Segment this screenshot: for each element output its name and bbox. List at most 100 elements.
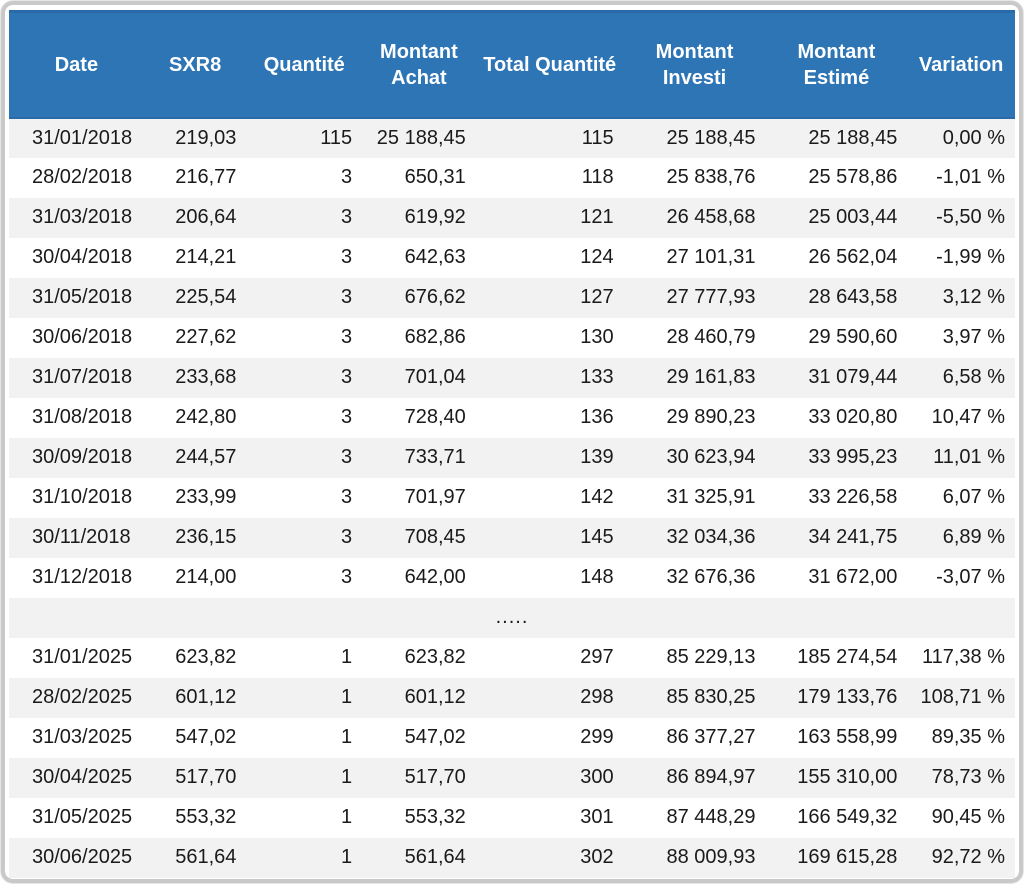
cell-total-quantit-: 115: [476, 118, 624, 158]
cell-montant-investi: 30 623,94: [624, 438, 766, 478]
cell-montant-achat: 728,40: [362, 398, 476, 438]
cell-sxr8: 601,12: [144, 678, 247, 718]
cell-quantit-: 3: [246, 278, 362, 318]
cell-date: 31/05/2018: [9, 278, 144, 318]
cell-montant-investi: 31 325,91: [624, 478, 766, 518]
cell-montant-achat: 547,02: [362, 718, 476, 758]
cell-montant-investi: 26 458,68: [624, 198, 766, 238]
cell-montant-achat: 701,04: [362, 358, 476, 398]
cell-variation: -5,50 %: [907, 198, 1015, 238]
cell-date: 31/08/2018: [9, 398, 144, 438]
cell-date: 31/01/2018: [9, 118, 144, 158]
table-row: 31/05/2025553,321553,3230187 448,29166 5…: [9, 798, 1015, 838]
cell-montant-achat: 642,00: [362, 558, 476, 598]
table-header-row: DateSXR8QuantitéMontant AchatTotal Quant…: [9, 12, 1015, 118]
cell-variation: 117,38 %: [907, 638, 1015, 678]
cell-date: 31/03/2018: [9, 198, 144, 238]
cell-variation: 92,72 %: [907, 838, 1015, 878]
cell-montant-estim-: 155 310,00: [765, 758, 907, 798]
cell-montant-investi: 85 830,25: [624, 678, 766, 718]
table-row: 30/06/2018227,623682,8613028 460,7929 59…: [9, 318, 1015, 358]
table-row: 31/03/2025547,021547,0229986 377,27163 5…: [9, 718, 1015, 758]
table-row: 31/01/2025623,821623,8229785 229,13185 2…: [9, 638, 1015, 678]
cell-date: 31/10/2018: [9, 478, 144, 518]
cell-quantit-: 1: [246, 838, 362, 878]
cell-date: 30/04/2018: [9, 238, 144, 278]
cell-sxr8: 216,77: [144, 158, 247, 198]
cell-sxr8: 219,03: [144, 118, 247, 158]
cell-total-quantit-: 145: [476, 518, 624, 558]
cell-date: 31/07/2018: [9, 358, 144, 398]
cell-montant-achat: 623,82: [362, 638, 476, 678]
cell-total-quantit-: 121: [476, 198, 624, 238]
cell-montant-estim-: 166 549,32: [765, 798, 907, 838]
cell-variation: 108,71 %: [907, 678, 1015, 718]
cell-montant-achat: 553,32: [362, 798, 476, 838]
table-row: 30/09/2018244,573733,7113930 623,9433 99…: [9, 438, 1015, 478]
table-row: 31/05/2018225,543676,6212727 777,9328 64…: [9, 278, 1015, 318]
cell-sxr8: 553,32: [144, 798, 247, 838]
cell-date: 31/05/2025: [9, 798, 144, 838]
cell-montant-estim-: 33 226,58: [765, 478, 907, 518]
cell-montant-investi: 32 676,36: [624, 558, 766, 598]
cell-total-quantit-: 148: [476, 558, 624, 598]
cell-montant-achat: 25 188,45: [362, 118, 476, 158]
cell-montant-achat: 517,70: [362, 758, 476, 798]
cell-montant-investi: 28 460,79: [624, 318, 766, 358]
cell-variation: 10,47 %: [907, 398, 1015, 438]
cell-total-quantit-: 133: [476, 358, 624, 398]
cell-variation: -1,99 %: [907, 238, 1015, 278]
cell-montant-investi: 86 377,27: [624, 718, 766, 758]
table-row: 31/10/2018233,993701,9714231 325,9133 22…: [9, 478, 1015, 518]
table-row: 28/02/2025601,121601,1229885 830,25179 1…: [9, 678, 1015, 718]
cell-total-quantit-: 297: [476, 638, 624, 678]
cell-montant-investi: 25 838,76: [624, 158, 766, 198]
cell-variation: 6,58 %: [907, 358, 1015, 398]
cell-montant-investi: 27 777,93: [624, 278, 766, 318]
cell-variation: 90,45 %: [907, 798, 1015, 838]
table-header: DateSXR8QuantitéMontant AchatTotal Quant…: [9, 12, 1015, 118]
cell-total-quantit-: 127: [476, 278, 624, 318]
cell-sxr8: 233,99: [144, 478, 247, 518]
cell-montant-investi: 87 448,29: [624, 798, 766, 838]
cell-total-quantit-: 139: [476, 438, 624, 478]
cell-montant-achat: 682,86: [362, 318, 476, 358]
ellipsis-label: .....: [9, 598, 1015, 638]
cell-montant-investi: 86 894,97: [624, 758, 766, 798]
cell-quantit-: 3: [246, 518, 362, 558]
cell-sxr8: 214,21: [144, 238, 247, 278]
cell-total-quantit-: 136: [476, 398, 624, 438]
cell-total-quantit-: 300: [476, 758, 624, 798]
cell-quantit-: 3: [246, 478, 362, 518]
table-row: 31/03/2018206,643619,9212126 458,6825 00…: [9, 198, 1015, 238]
cell-montant-estim-: 31 672,00: [765, 558, 907, 598]
cell-montant-achat: 676,62: [362, 278, 476, 318]
table-row: 30/11/2018236,153708,4514532 034,3634 24…: [9, 518, 1015, 558]
cell-sxr8: 547,02: [144, 718, 247, 758]
cell-variation: 0,00 %: [907, 118, 1015, 158]
cell-montant-estim-: 179 133,76: [765, 678, 907, 718]
cell-montant-achat: 601,12: [362, 678, 476, 718]
cell-total-quantit-: 302: [476, 838, 624, 878]
cell-montant-estim-: 25 578,86: [765, 158, 907, 198]
cell-quantit-: 1: [246, 798, 362, 838]
cell-sxr8: 214,00: [144, 558, 247, 598]
cell-montant-investi: 88 009,93: [624, 838, 766, 878]
cell-montant-estim-: 25 003,44: [765, 198, 907, 238]
cell-sxr8: 242,80: [144, 398, 247, 438]
cell-quantit-: 3: [246, 158, 362, 198]
cell-variation: -1,01 %: [907, 158, 1015, 198]
cell-montant-investi: 32 034,36: [624, 518, 766, 558]
cell-montant-achat: 642,63: [362, 238, 476, 278]
table-row: 30/06/2025561,641561,6430288 009,93169 6…: [9, 838, 1015, 878]
cell-variation: -3,07 %: [907, 558, 1015, 598]
cell-montant-estim-: 26 562,04: [765, 238, 907, 278]
cell-quantit-: 3: [246, 398, 362, 438]
cell-montant-estim-: 33 995,23: [765, 438, 907, 478]
cell-variation: 6,07 %: [907, 478, 1015, 518]
cell-montant-achat: 619,92: [362, 198, 476, 238]
cell-montant-achat: 708,45: [362, 518, 476, 558]
ellipsis-row: .....: [9, 598, 1015, 638]
cell-variation: 3,12 %: [907, 278, 1015, 318]
column-header-date: Date: [9, 12, 144, 118]
